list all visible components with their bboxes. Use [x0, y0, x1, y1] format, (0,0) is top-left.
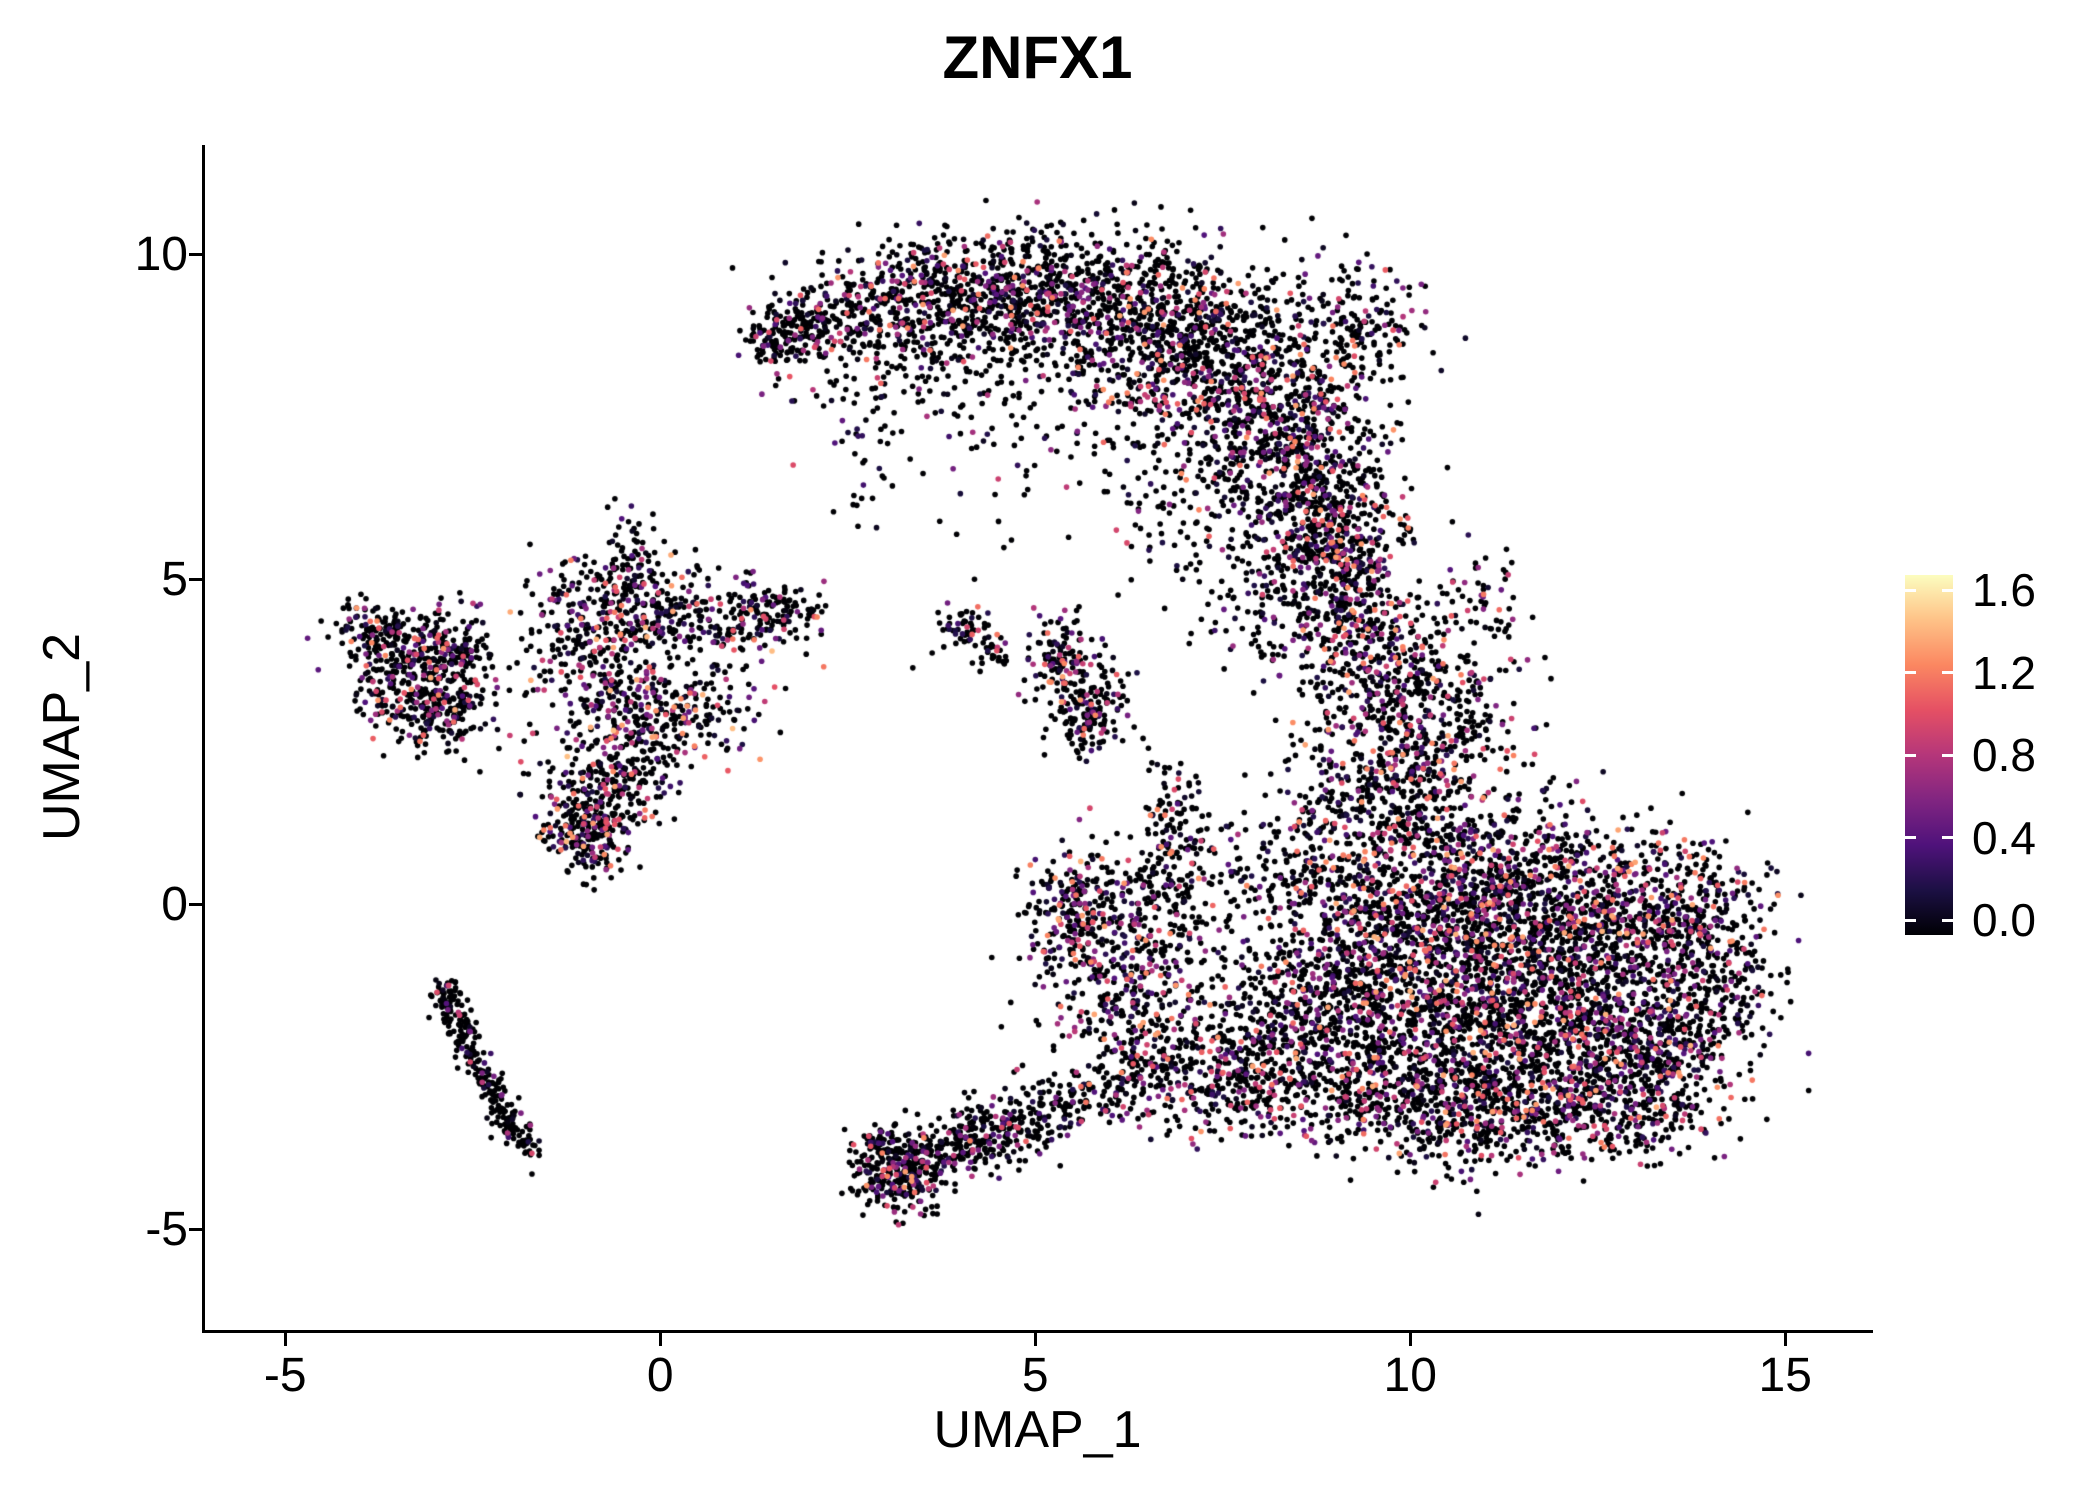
colorbar-tick-mark — [1942, 918, 1953, 922]
x-tick-label: 15 — [1758, 1349, 1812, 1402]
colorbar-tick-mark — [1905, 671, 1916, 674]
x-tick-mark — [1783, 1333, 1787, 1346]
y-tick-label: 0 — [161, 877, 188, 931]
y-tick-label: 5 — [161, 552, 188, 606]
x-tick-mark — [1033, 1333, 1037, 1346]
colorbar-tick-mark — [1942, 753, 1953, 757]
y-axis-line — [202, 145, 205, 1333]
colorbar-tick-label: 0.4 — [1972, 811, 2036, 864]
y-tick-label: 10 — [134, 227, 188, 281]
y-axis-title: UMAP_2 — [33, 632, 91, 842]
y-tick-label: -5 — [145, 1202, 188, 1256]
x-tick-label: 10 — [1383, 1349, 1437, 1402]
x-tick-label: 0 — [646, 1349, 674, 1402]
colorbar-tick-mark — [1905, 918, 1916, 922]
scatter-canvas — [205, 145, 1870, 1330]
x-tick-mark — [658, 1333, 662, 1346]
colorbar-tick-mark — [1942, 588, 1953, 592]
x-tick-mark — [1408, 1333, 1412, 1346]
colorbar-tick-label: 1.2 — [1972, 646, 2036, 699]
colorbar-tick-label: 1.6 — [1972, 564, 2036, 616]
colorbar-tick-mark — [1905, 753, 1916, 757]
x-tick-mark — [283, 1333, 287, 1346]
colorbar-tick-mark — [1905, 588, 1916, 592]
x-tick-label: 5 — [1021, 1349, 1049, 1402]
colorbar-tick-label: 0.0 — [1972, 894, 2036, 946]
colorbar-tick-label: 0.8 — [1972, 729, 2036, 781]
x-axis-title: UMAP_1 — [933, 1401, 1142, 1459]
y-tick-mark — [189, 253, 202, 257]
x-axis-line — [202, 1330, 1873, 1333]
colorbar-tick-mark — [1905, 836, 1916, 839]
x-tick-label: -5 — [263, 1349, 307, 1402]
colorbar-tick-mark — [1942, 671, 1953, 674]
y-tick-mark — [189, 903, 202, 907]
y-tick-mark — [189, 1228, 202, 1232]
plot-panel — [205, 145, 1870, 1330]
colorbar-tick-mark — [1942, 836, 1953, 839]
plot-title: ZNFX1 — [942, 24, 1133, 91]
y-tick-mark — [189, 578, 202, 582]
